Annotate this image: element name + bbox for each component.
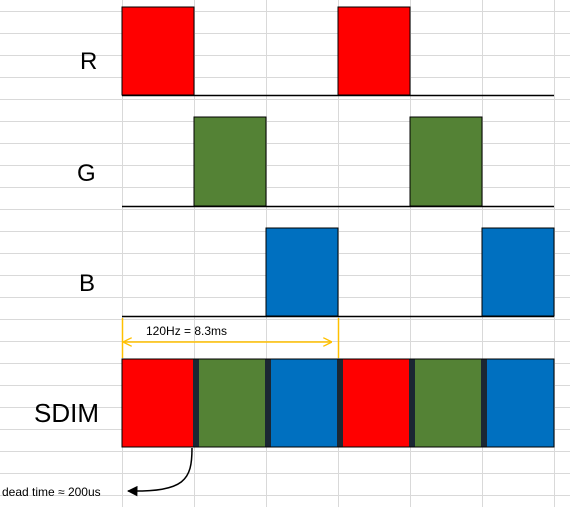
pulse-r-0 [121,6,195,96]
sdim-pulse-2 [266,359,338,447]
row-label-b: B [79,270,96,297]
row-label-sdim: SDIM [34,398,99,428]
sdim-pulse-0 [122,359,194,447]
dead-time-arrow [126,447,193,497]
sdim-dead-time-2 [265,359,271,447]
period-annotation: 120Hz = 8.3ms [146,324,228,338]
row-label-r: R [80,48,98,75]
sdim-pulse-1 [194,359,266,447]
sdim-pulse-5 [482,359,554,447]
pulse-g-4 [409,116,483,207]
row-label-g: G [77,160,96,187]
sdim-outline [121,358,555,448]
pulse-r-3 [337,6,411,96]
sdim-dead-time-4 [409,359,415,447]
sdim-dead-time-1 [193,359,199,447]
pulse-b-2 [265,227,339,317]
pulse-g-1 [193,116,267,207]
pulse-b-5 [481,227,555,317]
sdim-pulse-3 [338,359,410,447]
sdim-pulse-4 [410,359,482,447]
sdim-dead-time-5 [481,359,487,447]
sdim-dead-time-3 [337,359,343,447]
dead-time-annotation: dead time ≈ 200us [2,485,101,499]
